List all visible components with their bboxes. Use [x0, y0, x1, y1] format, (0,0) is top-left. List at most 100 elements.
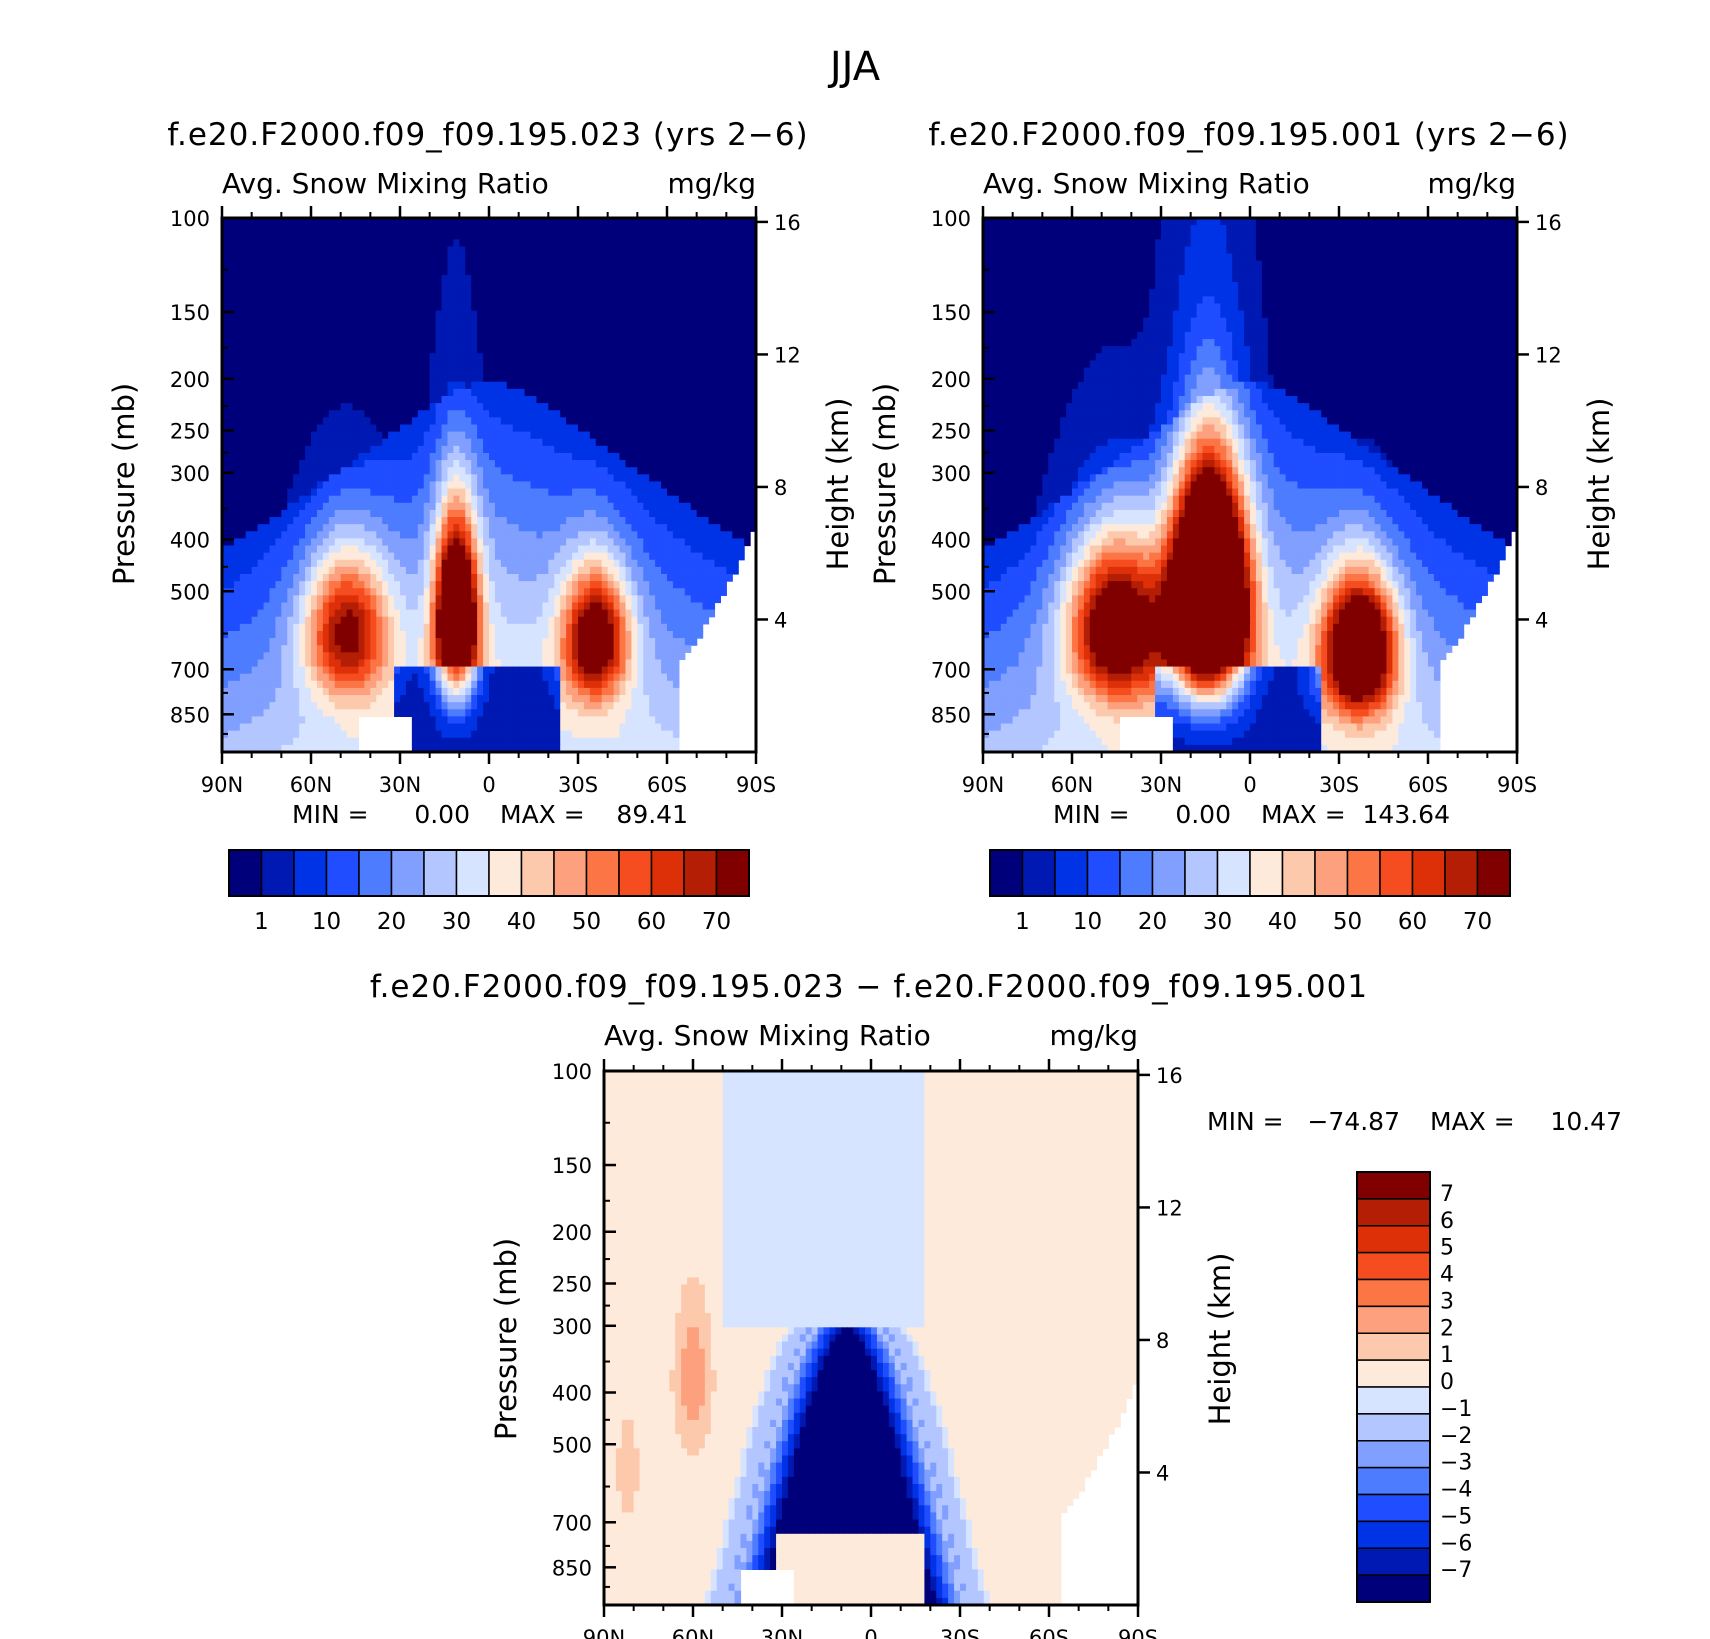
panel-1-cell — [465, 559, 472, 568]
panel-1-cell — [619, 218, 627, 226]
panel-1-cell — [257, 282, 265, 290]
panel-1-cell — [607, 545, 615, 554]
panel-1-cell — [708, 388, 716, 397]
panel-1-cell — [400, 474, 407, 483]
panel-1-cell — [512, 232, 520, 240]
panel-1-cell — [269, 524, 276, 532]
panel-1-cell — [500, 374, 508, 383]
panel-1-cell — [471, 367, 478, 376]
panel-1-cell — [239, 417, 247, 426]
panel-1-cell — [364, 524, 371, 532]
panel-1-cell — [738, 282, 745, 290]
panel-1-cell — [459, 339, 466, 347]
panel-1-cell — [595, 346, 603, 354]
panel-1-cell — [465, 445, 472, 454]
panel-1-cell — [263, 517, 271, 525]
panel-1-cell — [299, 509, 306, 518]
panel-1-cell — [524, 381, 532, 390]
panel-1-cell — [245, 303, 253, 312]
panel-1-cell — [631, 445, 638, 454]
panel-1-cell — [222, 595, 229, 604]
panel-1-cell — [293, 588, 300, 596]
panel-1-cell — [536, 481, 543, 490]
panel-1-cell — [435, 581, 443, 589]
panel-1-cell — [459, 452, 466, 461]
panel-1-cell — [263, 524, 271, 532]
panel-1-cell — [376, 218, 383, 226]
panel-1-cell — [299, 559, 306, 568]
panel-1-cell — [607, 296, 615, 305]
panel-1-cell — [613, 531, 621, 539]
panel-1-cell — [423, 595, 431, 604]
panel-1-cell — [500, 353, 508, 361]
panel-1-cell — [613, 588, 621, 596]
panel-1-cell — [560, 438, 567, 447]
panel-1-cell — [334, 460, 342, 468]
panel-1-cell — [417, 225, 425, 233]
panel-1-cell — [720, 545, 727, 554]
panel-1-cell — [483, 324, 490, 333]
panel-1-cell — [281, 246, 288, 255]
panel-1-cell — [281, 467, 288, 475]
panel-1-cell — [394, 524, 401, 532]
panel-1-cell — [477, 410, 484, 418]
panel-1-cell — [376, 310, 383, 319]
panel-1-cell — [667, 303, 674, 312]
panel-1-cell — [530, 289, 538, 297]
panel-1-cell — [465, 595, 472, 604]
panel-1-cell — [548, 431, 555, 440]
panel-1-cell — [358, 239, 365, 248]
panel-1-cell — [649, 260, 656, 269]
panel-1-cell — [684, 495, 692, 504]
panel-1-cell — [364, 417, 371, 426]
panel-1-cell — [667, 410, 674, 418]
panel-1-cell — [322, 367, 330, 376]
panel-1-cell — [732, 388, 739, 397]
panel-1-cell — [524, 225, 532, 233]
panel-1-cell — [578, 381, 585, 390]
panel-1-cell — [696, 410, 704, 418]
panel-1-cell — [726, 488, 733, 497]
panel-1-cell — [429, 538, 437, 547]
panel-1-cell — [340, 495, 348, 504]
panel-1-cell — [500, 253, 508, 262]
panel-1-cell — [583, 339, 591, 347]
panel-1-cell — [269, 410, 276, 418]
panel-1-cell — [316, 581, 324, 589]
panel-1-cell — [435, 289, 443, 297]
panel-1-cell — [417, 388, 425, 397]
panel-1-cell — [328, 396, 336, 404]
panel-1-cell — [720, 360, 727, 369]
panel-1-cell — [376, 346, 383, 354]
panel-1-cell — [316, 246, 324, 255]
panel-1-cell — [684, 467, 692, 475]
panel-1-cell — [382, 524, 389, 532]
panel-1-cell — [619, 559, 627, 568]
panel-1-cell — [631, 602, 638, 611]
panel-1-cell — [667, 602, 674, 611]
panel-1-cell — [512, 495, 520, 504]
panel-1-cell — [299, 609, 306, 618]
panel-1-cell — [655, 509, 662, 518]
panel-1-cell — [269, 438, 276, 447]
panel-1-cell — [340, 481, 348, 490]
panel-1-cell — [542, 239, 549, 248]
panel-1-cell — [548, 253, 555, 262]
panel-1-cell — [613, 424, 621, 433]
panel-1-cell — [447, 353, 454, 361]
panel-1-cell — [311, 495, 318, 504]
panel-1-cell — [305, 474, 312, 483]
panel-1-cell — [637, 367, 644, 376]
panel-1-cell — [655, 303, 662, 312]
panel-1-cell — [340, 225, 348, 233]
panel-1-cell — [388, 353, 395, 361]
panel-1-cell — [239, 517, 247, 525]
panel-1-cell — [293, 495, 300, 504]
panel-1-cell — [251, 396, 259, 404]
panel-1-cell — [483, 246, 490, 255]
panel-1-cell — [530, 445, 538, 454]
panel-1-cell — [583, 460, 591, 468]
panel-1-cell — [601, 495, 609, 504]
panel-1-cell — [477, 574, 484, 582]
panel-1-cell — [423, 218, 431, 226]
